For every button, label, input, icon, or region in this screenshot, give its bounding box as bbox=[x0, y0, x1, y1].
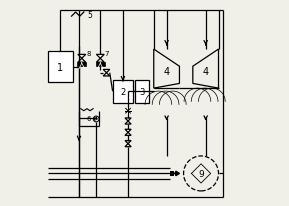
Text: 8: 8 bbox=[86, 51, 91, 57]
Bar bbox=[48, 52, 73, 83]
Text: 2: 2 bbox=[120, 87, 125, 96]
Text: 1: 1 bbox=[57, 62, 63, 72]
Bar bbox=[135, 81, 149, 103]
Text: 6: 6 bbox=[87, 116, 91, 122]
Text: 4: 4 bbox=[164, 67, 170, 77]
FancyArrow shape bbox=[171, 171, 179, 176]
Text: 9: 9 bbox=[198, 169, 204, 178]
Text: 7: 7 bbox=[105, 51, 109, 57]
Bar bbox=[113, 81, 133, 103]
Text: 3: 3 bbox=[139, 87, 144, 96]
Bar bbox=[77, 63, 86, 66]
Text: 5: 5 bbox=[87, 11, 92, 20]
Bar bbox=[96, 63, 105, 66]
Bar bbox=[170, 171, 174, 176]
Text: 4: 4 bbox=[203, 67, 209, 77]
